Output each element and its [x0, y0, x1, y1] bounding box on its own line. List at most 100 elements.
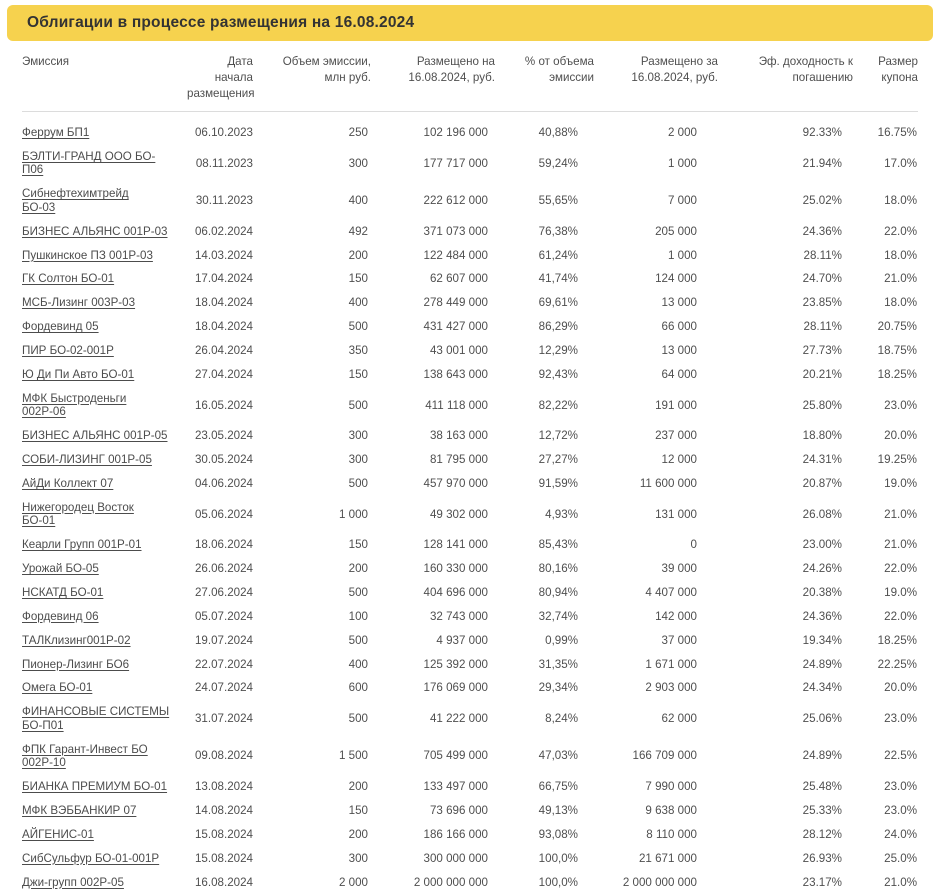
ytm-cell: 20.87%	[718, 472, 853, 496]
table-row: Омега БО-01 24.07.2024 600 176 069 000 2…	[22, 676, 918, 700]
start-date-cell: 30.11.2023	[187, 182, 253, 219]
bond-link[interactable]: Джи-групп 002Р-05	[22, 876, 124, 889]
placed-pct-cell: 93,08%	[495, 823, 594, 847]
bond-link[interactable]: АйДи Коллект 07	[22, 477, 113, 490]
placed-total-cell: 411 118 000	[371, 387, 495, 424]
table-row: Нижегородец Восток БО-01 05.06.2024 1 00…	[22, 496, 918, 533]
emission-cell: АйДи Коллект 07	[22, 472, 187, 496]
coupon-cell: 18.0%	[853, 243, 918, 267]
ytm-cell: 21.94%	[718, 145, 853, 182]
start-date-cell: 26.04.2024	[187, 339, 253, 363]
placed-pct-cell: 32,74%	[495, 605, 594, 629]
volume-cell: 200	[253, 243, 371, 267]
emission-cell: Нижегородец Восток БО-01	[22, 496, 187, 533]
emission-cell: Пушкинское ПЗ 001Р-03	[22, 243, 187, 267]
placed-day-cell: 1 671 000	[594, 652, 718, 676]
bond-link[interactable]: СибСульфур БО-01-001Р	[22, 852, 159, 865]
coupon-cell: 22.25%	[853, 652, 918, 676]
bond-link[interactable]: Нижегородец Восток БО-01	[22, 501, 134, 528]
emission-cell: Фордевинд 06	[22, 605, 187, 629]
start-date-cell: 04.06.2024	[187, 472, 253, 496]
start-date-cell: 18.06.2024	[187, 533, 253, 557]
emission-cell: БИАНКА ПРЕМИУМ БО-01	[22, 775, 187, 799]
ytm-cell: 28.11%	[718, 315, 853, 339]
volume-cell: 250	[253, 112, 371, 145]
bond-link[interactable]: Сибнефтехимтрейд БО-03	[22, 187, 129, 214]
start-date-cell: 05.06.2024	[187, 496, 253, 533]
bond-link[interactable]: Кеарли Групп 001Р-01	[22, 538, 142, 551]
volume-cell: 500	[253, 387, 371, 424]
placed-day-cell: 21 671 000	[594, 846, 718, 870]
bond-link[interactable]: ТАЛКлизинг001Р-02	[22, 634, 131, 647]
bond-link[interactable]: АЙГЕНИС-01	[22, 828, 94, 841]
placed-day-cell: 7 000	[594, 182, 718, 219]
bond-link[interactable]: ПИР БО-02-001Р	[22, 344, 114, 357]
bond-link[interactable]: Омега БО-01	[22, 681, 92, 694]
placed-pct-cell: 91,59%	[495, 472, 594, 496]
bond-link[interactable]: МСБ-Лизинг 003Р-03	[22, 296, 135, 309]
placed-pct-cell: 85,43%	[495, 533, 594, 557]
bond-link[interactable]: Фордевинд 05	[22, 320, 99, 333]
ytm-cell: 27.73%	[718, 339, 853, 363]
bond-link[interactable]: ФПК Гарант-Инвест БО 002Р-10	[22, 743, 148, 770]
emission-cell: БИЗНЕС АЛЬЯНС 001Р-03	[22, 219, 187, 243]
bond-link[interactable]: СОБИ-ЛИЗИНГ 001Р-05	[22, 453, 152, 466]
table-row: МФК ВЭББАНКИР 07 14.08.2024 150 73 696 0…	[22, 799, 918, 823]
start-date-cell: 22.07.2024	[187, 652, 253, 676]
volume-cell: 150	[253, 363, 371, 387]
start-date-cell: 30.05.2024	[187, 448, 253, 472]
emission-cell: СОБИ-ЛИЗИНГ 001Р-05	[22, 448, 187, 472]
coupon-cell: 25.0%	[853, 846, 918, 870]
bond-link[interactable]: Феррум БП1	[22, 126, 89, 139]
emission-cell: Ю Ди Пи Авто БО-01	[22, 363, 187, 387]
page-title-text: Облигации в процессе размещения на 16.08…	[27, 14, 414, 32]
placed-total-cell: 431 427 000	[371, 315, 495, 339]
placed-day-cell: 237 000	[594, 424, 718, 448]
placed-pct-cell: 76,38%	[495, 219, 594, 243]
placed-pct-cell: 100,0%	[495, 846, 594, 870]
volume-cell: 1 000	[253, 496, 371, 533]
start-date-cell: 08.11.2023	[187, 145, 253, 182]
bond-link[interactable]: БЭЛТИ-ГРАНД ООО БО- П06	[22, 150, 155, 177]
bond-link[interactable]: МФК ВЭББАНКИР 07	[22, 804, 136, 817]
placed-pct-cell: 8,24%	[495, 700, 594, 737]
volume-cell: 300	[253, 448, 371, 472]
bond-link[interactable]: МФК Быстроденьги 002Р-06	[22, 392, 126, 419]
bond-link[interactable]: НСКАТД БО-01	[22, 586, 103, 599]
bond-link[interactable]: БИАНКА ПРЕМИУМ БО-01	[22, 780, 167, 793]
start-date-cell: 16.08.2024	[187, 870, 253, 894]
emission-cell: Фордевинд 05	[22, 315, 187, 339]
bond-link[interactable]: Пушкинское ПЗ 001Р-03	[22, 249, 153, 262]
placed-pct-cell: 66,75%	[495, 775, 594, 799]
table-row: БЭЛТИ-ГРАНД ООО БО- П06 08.11.2023 300 1…	[22, 145, 918, 182]
table-row: СОБИ-ЛИЗИНГ 001Р-05 30.05.2024 300 81 79…	[22, 448, 918, 472]
coupon-cell: 16.75%	[853, 112, 918, 145]
bond-link[interactable]: Пионер-Лизинг БО6	[22, 658, 129, 671]
placed-pct-cell: 29,34%	[495, 676, 594, 700]
coupon-cell: 20.0%	[853, 676, 918, 700]
bond-link[interactable]: Фордевинд 06	[22, 610, 99, 623]
table-row: НСКАТД БО-01 27.06.2024 500 404 696 000 …	[22, 581, 918, 605]
bond-link[interactable]: Урожай БО-05	[22, 562, 99, 575]
placed-day-cell: 191 000	[594, 387, 718, 424]
coupon-cell: 23.0%	[853, 799, 918, 823]
emission-cell: БЭЛТИ-ГРАНД ООО БО- П06	[22, 145, 187, 182]
start-date-cell: 05.07.2024	[187, 605, 253, 629]
ytm-cell: 23.17%	[718, 870, 853, 894]
bond-link[interactable]: ФИНАНСОВЫЕ СИСТЕМЫ БО-П01	[22, 705, 169, 732]
volume-cell: 2 000	[253, 870, 371, 894]
column-header-placed-pct: % от объема эмиссии	[495, 49, 594, 112]
volume-cell: 300	[253, 424, 371, 448]
bond-link[interactable]: БИЗНЕС АЛЬЯНС 001Р-03	[22, 225, 168, 238]
placed-total-cell: 2 000 000 000	[371, 870, 495, 894]
bond-link[interactable]: БИЗНЕС АЛЬЯНС 001Р-05	[22, 429, 168, 442]
bond-link[interactable]: ГК Солтон БО-01	[22, 272, 114, 285]
bond-link[interactable]: Ю Ди Пи Авто БО-01	[22, 368, 134, 381]
placed-pct-cell: 4,93%	[495, 496, 594, 533]
emission-cell: Феррум БП1	[22, 112, 187, 145]
table-row: АйДи Коллект 07 04.06.2024 500 457 970 0…	[22, 472, 918, 496]
coupon-cell: 21.0%	[853, 267, 918, 291]
placed-day-cell: 205 000	[594, 219, 718, 243]
start-date-cell: 17.04.2024	[187, 267, 253, 291]
ytm-cell: 19.34%	[718, 628, 853, 652]
